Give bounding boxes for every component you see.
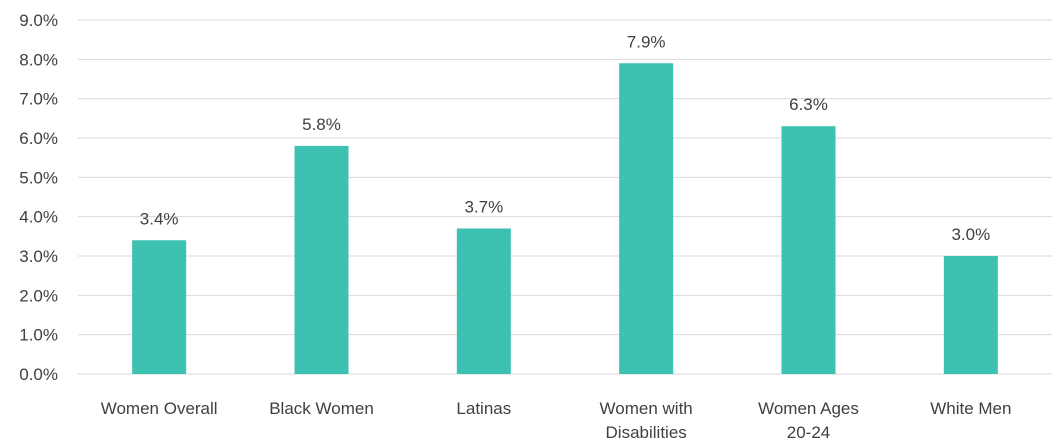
- category-label: Women Overall: [101, 399, 218, 418]
- bar: [943, 256, 998, 374]
- bar: [619, 63, 674, 375]
- x-axis-category-labels: Women Overall Black Women Latinas Women wit…: [101, 399, 1012, 442]
- data-label: 6.3%: [789, 95, 828, 114]
- data-label: 7.9%: [627, 32, 666, 51]
- data-label: 3.0%: [951, 225, 990, 244]
- y-tick-label: 7.0%: [19, 90, 58, 109]
- bar: [781, 126, 836, 374]
- bars: [132, 63, 998, 375]
- y-tick-label: 3.0%: [19, 247, 58, 266]
- category-label: Black Women: [269, 399, 374, 418]
- y-tick-label: 1.0%: [19, 326, 58, 345]
- y-tick-label: 4.0%: [19, 208, 58, 227]
- bar: [294, 145, 349, 374]
- category-label: White Men: [930, 399, 1011, 418]
- y-tick-label: 2.0%: [19, 286, 58, 305]
- data-label: 5.8%: [302, 115, 341, 134]
- category-label: Women with Disabilities: [600, 399, 693, 442]
- y-tick-label: 0.0%: [19, 365, 58, 384]
- data-label: 3.4%: [140, 209, 179, 228]
- y-axis-tick-labels: 0.0% 1.0% 2.0% 3.0% 4.0% 5.0% 6.0% 7.0% 8.0% 9.0%: [19, 11, 58, 384]
- gridlines: [78, 19, 1052, 375]
- bar: [132, 240, 187, 374]
- y-tick-label: 8.0%: [19, 50, 58, 69]
- y-tick-label: 6.0%: [19, 129, 58, 148]
- bar: [456, 228, 511, 374]
- data-label: 3.7%: [464, 197, 503, 216]
- y-tick-label: 5.0%: [19, 168, 58, 187]
- category-label: Latinas: [456, 399, 511, 418]
- category-label: Women Ages 20-24: [758, 399, 859, 442]
- y-tick-label: 9.0%: [19, 11, 58, 30]
- data-labels: 3.4% 5.8% 3.7% 7.9% 6.3% 3.0%: [140, 32, 990, 244]
